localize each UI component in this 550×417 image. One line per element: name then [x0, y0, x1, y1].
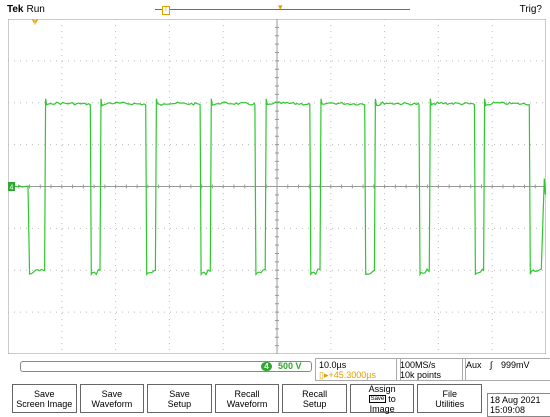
waveform-trace [8, 98, 546, 277]
instrument-brand: Tek Run [7, 4, 45, 15]
button-line: Utilities [435, 398, 465, 409]
button-line: Save [34, 388, 55, 399]
save-key-icon: Save [368, 395, 387, 404]
acquisition-readout[interactable]: 100MS/s 10k points [396, 358, 466, 381]
trigger-slope-icon: ∫ [490, 360, 493, 370]
button-line: File [442, 388, 458, 399]
trigger-level: 999mV [501, 360, 530, 370]
trigger-marker-icon: T [31, 19, 39, 26]
graticule: T 4 [8, 19, 546, 354]
channel-ground-marker-icon: 4 [8, 182, 15, 192]
bottom-menu: Save Screen Image Save Waveform Save Set… [12, 383, 483, 414]
button-line: Setup [167, 398, 192, 409]
button-line: Setup [302, 398, 327, 409]
button-line: Image [369, 403, 395, 414]
channel-4-trace [8, 98, 546, 277]
trigger-source: Aux [466, 360, 482, 370]
button-line: Assign [368, 383, 396, 394]
record-view-window[interactable]: T [162, 6, 170, 15]
button-line: Screen Image [16, 398, 73, 409]
waveform-display[interactable]: T 4 [8, 19, 546, 354]
trigger-marker-label: T [33, 20, 37, 26]
button-line-text: to [388, 393, 396, 404]
recall-setup-button[interactable]: Recall Setup [282, 384, 347, 413]
time: 15:09:08 [490, 405, 526, 415]
button-line: Waveform [91, 398, 133, 409]
button-line: Save to [368, 393, 396, 404]
button-line: Recall [302, 388, 328, 399]
button-line: Save [169, 388, 190, 399]
button-line: Waveform [226, 398, 268, 409]
trigger-readout[interactable]: Aux ∫ 999mV [462, 358, 550, 381]
record-view-track [155, 9, 410, 10]
save-screen-image-button[interactable]: Save Screen Image [12, 384, 77, 413]
date: 18 Aug 2021 [490, 395, 541, 405]
graticule-grid [8, 19, 546, 354]
assign-save-to-image-button[interactable]: Assign Save to Image [349, 383, 415, 414]
channel-readout[interactable]: 4 500 V [20, 361, 312, 372]
save-waveform-button[interactable]: Save Waveform [79, 384, 145, 413]
brand-label: Tek [7, 4, 24, 15]
trigger-position-marker-icon[interactable]: ▾ [278, 2, 283, 12]
channel-number-badge: 4 [261, 362, 272, 371]
button-line: Save [101, 388, 123, 399]
horizontal-delay: ▯▸+45.3000µs [319, 370, 376, 380]
recall-waveform-button[interactable]: Recall Waveform [214, 384, 280, 413]
trigger-status: Trig? [519, 4, 542, 15]
channel-scale: 500 V [278, 361, 302, 371]
file-utilities-button[interactable]: File Utilities [417, 384, 483, 413]
top-bar: Tek Run T ▾ Trig? [0, 0, 550, 20]
button-line: Recall [234, 388, 260, 399]
sample-rate: 100MS/s [400, 360, 436, 370]
date-time-readout: 18 Aug 2021 15:09:08 [487, 393, 550, 417]
timebase-readout[interactable]: 10.0µs ▯▸+45.3000µs [315, 358, 401, 381]
record-length: 10k points [400, 370, 442, 380]
time-per-div: 10.0µs [319, 360, 347, 370]
ground-marker-label: 4 [10, 185, 14, 192]
save-setup-button[interactable]: Save Setup [147, 384, 212, 413]
acquisition-state: Run [26, 4, 45, 15]
channel-scale-readout: 4 500 V [261, 361, 302, 371]
